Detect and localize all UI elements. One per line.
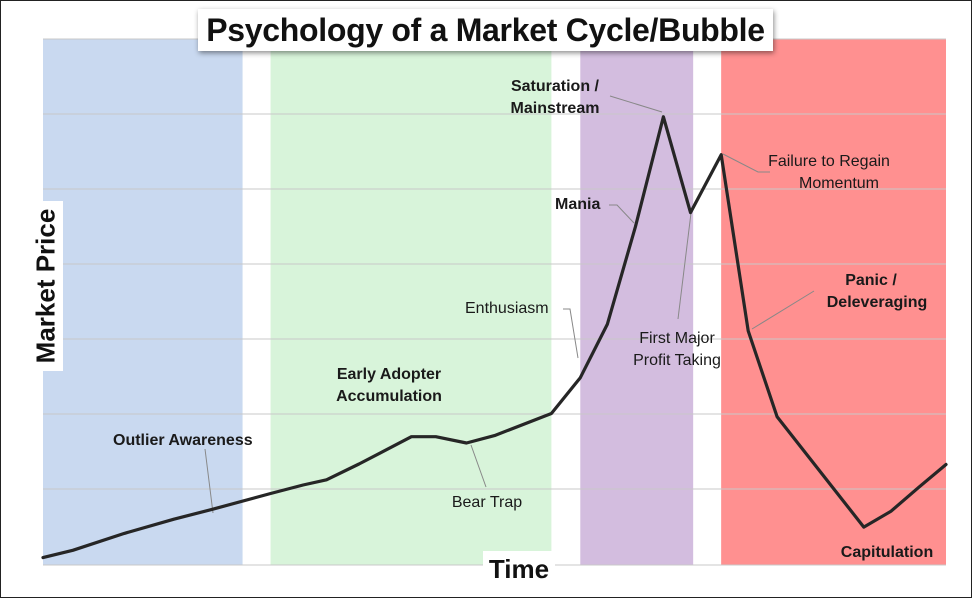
annotation-10-line-1: Capitulation xyxy=(841,544,933,561)
annotation-2: Early Adopter Accumulation xyxy=(336,366,442,405)
y-axis-label-box: Market Price xyxy=(29,201,63,371)
annotation-5-line-1: Mania xyxy=(555,196,600,213)
annotation-2-line-2: Accumulation xyxy=(336,388,442,405)
annotation-4: Enthusiasm xyxy=(465,300,549,317)
annotation-9-line-2: Deleveraging xyxy=(827,294,927,311)
annotation-leader-6 xyxy=(609,95,663,113)
annotation-3: Bear Trap xyxy=(452,494,522,511)
y-axis-label: Market Price xyxy=(30,208,61,364)
annotation-4-line-1: Enthusiasm xyxy=(465,300,549,317)
annotation-2-line-1: Early Adopter xyxy=(337,366,441,383)
annotation-5: Mania xyxy=(555,196,600,213)
phase-band-2 xyxy=(270,39,552,565)
annotation-1: Outlier Awareness xyxy=(113,432,253,449)
annotation-1-line-1: Outlier Awareness xyxy=(113,432,253,449)
annotation-leader-5 xyxy=(609,204,635,224)
annotation-8-line-2: Momentum xyxy=(799,175,879,192)
phase-band-1 xyxy=(43,39,243,565)
phase-band-4 xyxy=(721,39,946,565)
annotation-leaders xyxy=(204,95,815,514)
annotation-7: First Major Profit Taking xyxy=(633,330,721,369)
annotation-6-line-2: Mainstream xyxy=(511,100,600,117)
price-line-group xyxy=(41,115,948,560)
x-axis-label: Time xyxy=(483,551,555,587)
annotation-leader-9 xyxy=(751,290,815,330)
phase-band-3 xyxy=(580,39,694,565)
price-line xyxy=(41,115,948,560)
annotation-leader-3 xyxy=(470,444,487,488)
annotation-6: Saturation / Mainstream xyxy=(511,78,600,117)
annotation-8: Failure to Regain Momentum xyxy=(768,153,890,192)
annotation-7-line-2: Profit Taking xyxy=(633,352,721,369)
annotation-3-line-1: Bear Trap xyxy=(452,494,522,511)
annotation-6-line-1: Saturation / xyxy=(511,78,600,95)
annotation-leader-1 xyxy=(204,448,214,514)
chart-title: Psychology of a Market Cycle/Bubble xyxy=(206,11,765,48)
annotation-leader-8 xyxy=(722,153,770,173)
annotations: Outlier Awareness Early Adopter Accumulati… xyxy=(113,78,933,561)
annotation-9: Panic / Deleveraging xyxy=(827,272,927,311)
annotation-10: Capitulation xyxy=(841,544,933,561)
phase-bands xyxy=(43,39,946,565)
annotation-leader-4 xyxy=(563,308,579,359)
annotation-8-line-1: Failure to Regain xyxy=(768,153,890,170)
annotation-leader-7 xyxy=(677,212,692,320)
annotation-9-line-1: Panic / xyxy=(845,272,897,289)
annotation-7-line-1: First Major xyxy=(639,330,715,347)
chart-title-box: Psychology of a Market Cycle/Bubble xyxy=(198,9,773,51)
